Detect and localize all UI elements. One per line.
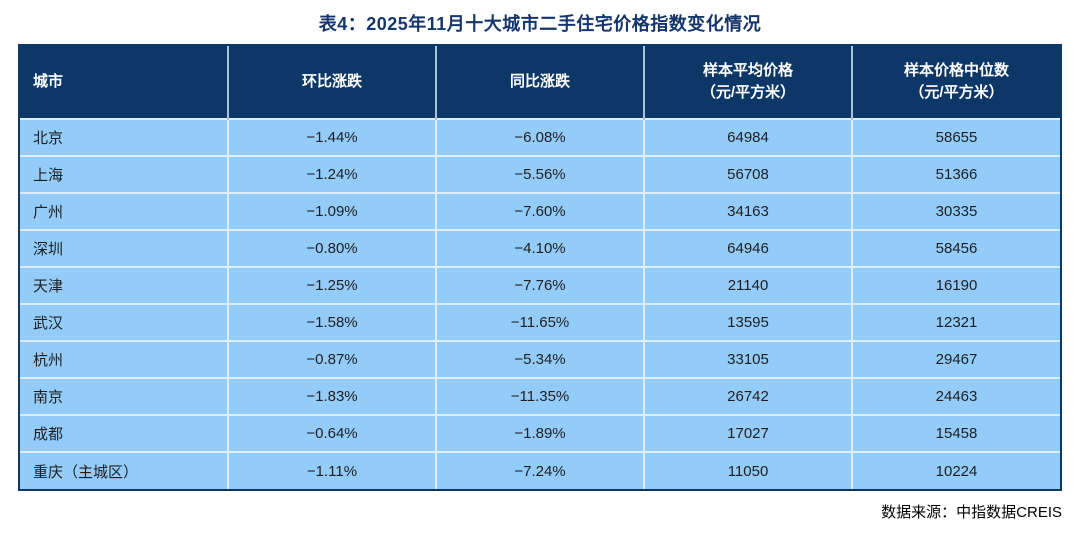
cell-city: 杭州: [20, 340, 229, 378]
price-index-table: 城市 环比涨跌 同比涨跌 样本平均价格 （元/平方米） 样本价格中位数 （元/平方米） 北京…: [20, 46, 1060, 489]
cell-yoy-change: −6.08%: [436, 118, 645, 156]
table-body: 北京 −1.44% −6.08% 64984 58655 上海 −1.24% −5.56% 56…: [20, 118, 1060, 489]
table-header-row: 城市 环比涨跌 同比涨跌 样本平均价格 （元/平方米） 样本价格中位数 （元/平方米）: [20, 46, 1060, 119]
cell-mom-change: −1.09%: [228, 192, 437, 230]
table-row: 天津 −1.25% −7.76% 21140 16190: [20, 266, 1060, 304]
cell-median-price: 16190: [852, 266, 1060, 304]
cell-mom-change: −1.58%: [228, 303, 437, 341]
table-row: 重庆（主城区） −1.11% −7.24% 11050 10224: [20, 451, 1060, 489]
cell-median-price: 15458: [852, 414, 1060, 452]
cell-city: 武汉: [20, 303, 229, 341]
cell-city: 深圳: [20, 229, 229, 267]
cell-yoy-change: −1.89%: [436, 414, 645, 452]
cell-city: 重庆（主城区）: [20, 451, 229, 489]
cell-yoy-change: −7.24%: [436, 451, 645, 489]
price-index-table-container: 城市 环比涨跌 同比涨跌 样本平均价格 （元/平方米） 样本价格中位数 （元/平方米） 北京…: [18, 44, 1062, 491]
cell-avg-price: 34163: [644, 192, 853, 230]
table-row: 杭州 −0.87% −5.34% 33105 29467: [20, 340, 1060, 378]
cell-yoy-change: −7.76%: [436, 266, 645, 304]
cell-avg-price: 21140: [644, 266, 853, 304]
table-row: 上海 −1.24% −5.56% 56708 51366: [20, 155, 1060, 193]
cell-mom-change: −1.25%: [228, 266, 437, 304]
header-cell-city: 城市: [20, 46, 229, 119]
header-cell-median-price: 样本价格中位数 （元/平方米）: [852, 46, 1060, 119]
cell-mom-change: −1.44%: [228, 118, 437, 156]
cell-mom-change: −1.83%: [228, 377, 437, 415]
cell-yoy-change: −11.65%: [436, 303, 645, 341]
cell-mom-change: −0.80%: [228, 229, 437, 267]
cell-median-price: 24463: [852, 377, 1060, 415]
source-note: 数据来源：中指数据CREIS: [881, 504, 1062, 521]
cell-avg-price: 13595: [644, 303, 853, 341]
cell-yoy-change: −11.35%: [436, 377, 645, 415]
cell-median-price: 58655: [852, 118, 1060, 156]
cell-median-price: 58456: [852, 229, 1060, 267]
cell-city: 上海: [20, 155, 229, 193]
cell-avg-price: 17027: [644, 414, 853, 452]
cell-city: 北京: [20, 118, 229, 156]
header-cell-mom-change: 环比涨跌: [228, 46, 437, 119]
cell-avg-price: 56708: [644, 155, 853, 193]
cell-city: 天津: [20, 266, 229, 304]
cell-city: 成都: [20, 414, 229, 452]
table-row: 武汉 −1.58% −11.65% 13595 12321: [20, 303, 1060, 341]
cell-median-price: 12321: [852, 303, 1060, 341]
cell-median-price: 51366: [852, 155, 1060, 193]
cell-avg-price: 64984: [644, 118, 853, 156]
cell-mom-change: −1.24%: [228, 155, 437, 193]
cell-mom-change: −0.87%: [228, 340, 437, 378]
cell-avg-price: 64946: [644, 229, 853, 267]
cell-yoy-change: −5.56%: [436, 155, 645, 193]
cell-median-price: 29467: [852, 340, 1060, 378]
cell-yoy-change: −5.34%: [436, 340, 645, 378]
cell-mom-change: −1.11%: [228, 451, 437, 489]
cell-city: 南京: [20, 377, 229, 415]
table-row: 广州 −1.09% −7.60% 34163 30335: [20, 192, 1060, 230]
table-row: 成都 −0.64% −1.89% 17027 15458: [20, 414, 1060, 452]
table-row: 南京 −1.83% −11.35% 26742 24463: [20, 377, 1060, 415]
cell-median-price: 10224: [852, 451, 1060, 489]
cell-avg-price: 11050: [644, 451, 853, 489]
table-header: 城市 环比涨跌 同比涨跌 样本平均价格 （元/平方米） 样本价格中位数 （元/平方米）: [20, 46, 1060, 119]
cell-median-price: 30335: [852, 192, 1060, 230]
table-row: 深圳 −0.80% −4.10% 64946 58456: [20, 229, 1060, 267]
table-row: 北京 −1.44% −6.08% 64984 58655: [20, 118, 1060, 156]
cell-yoy-change: −4.10%: [436, 229, 645, 267]
cell-avg-price: 26742: [644, 377, 853, 415]
cell-avg-price: 33105: [644, 340, 853, 378]
header-cell-yoy-change: 同比涨跌: [436, 46, 645, 119]
page-title: 表4：2025年11月十大城市二手住宅价格指数变化情况: [318, 14, 762, 34]
cell-city: 广州: [20, 192, 229, 230]
cell-yoy-change: −7.60%: [436, 192, 645, 230]
cell-mom-change: −0.64%: [228, 414, 437, 452]
header-cell-avg-price: 样本平均价格 （元/平方米）: [644, 46, 853, 119]
